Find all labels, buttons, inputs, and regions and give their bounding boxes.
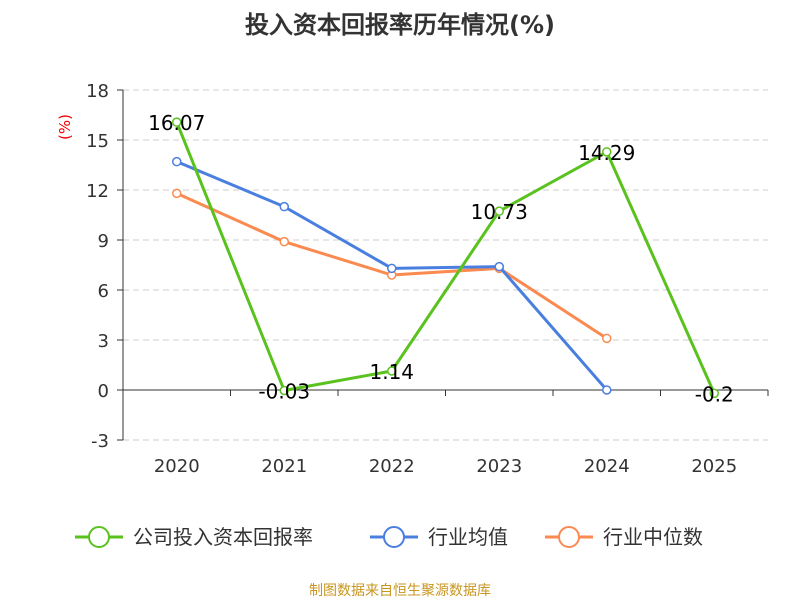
y-tick-label: 6	[98, 281, 109, 302]
data-point	[172, 117, 182, 127]
data-point	[172, 156, 182, 167]
data-point	[387, 263, 397, 274]
data-point	[494, 261, 504, 272]
y-tick-label: 12	[86, 181, 109, 202]
legend-label: 公司投入资本回报率	[133, 525, 313, 549]
data-label: 1.14	[369, 360, 414, 384]
x-tick-label: 2024	[584, 456, 630, 477]
y-tick-label: 0	[98, 381, 109, 402]
legend-marker-icon	[383, 526, 405, 548]
chart-title: 投入资本回报率历年情况(%)	[245, 11, 555, 39]
data-point	[279, 385, 289, 396]
data-point	[602, 385, 612, 395]
source-note: 制图数据来自恒生聚源数据库	[309, 583, 491, 599]
data-point	[602, 333, 612, 344]
y-tick-label: 18	[86, 81, 109, 102]
legend-marker-icon	[88, 526, 110, 548]
x-tick-label: 2021	[261, 456, 307, 477]
data-point	[709, 388, 719, 399]
y-tick-label: 15	[86, 131, 109, 152]
series-line	[175, 121, 716, 394]
data-point	[494, 206, 504, 216]
data-label: -0.03	[258, 380, 310, 404]
x-tick-label: 2022	[369, 456, 415, 477]
x-tick-label: 2023	[476, 456, 522, 477]
data-point	[602, 147, 612, 157]
legend-label: 行业中位数	[603, 525, 703, 549]
legend-label: 行业均值	[428, 525, 508, 549]
y-tick-label: 9	[98, 231, 109, 252]
x-tick-label: 2025	[691, 456, 737, 477]
data-point	[172, 188, 182, 199]
y-axis-label: (%)	[56, 114, 74, 140]
data-label: 10.73	[471, 200, 528, 224]
data-point	[387, 366, 397, 376]
x-tick-label: 2020	[154, 456, 200, 477]
data-point	[279, 201, 289, 212]
data-label: 14.29	[578, 141, 635, 165]
data-point	[279, 236, 289, 247]
data-label: 16.07	[148, 111, 205, 135]
legend-marker-icon	[558, 526, 580, 548]
data-label: -0.2	[695, 382, 734, 406]
y-tick-label: -3	[91, 431, 109, 452]
y-tick-label: 3	[98, 331, 109, 352]
